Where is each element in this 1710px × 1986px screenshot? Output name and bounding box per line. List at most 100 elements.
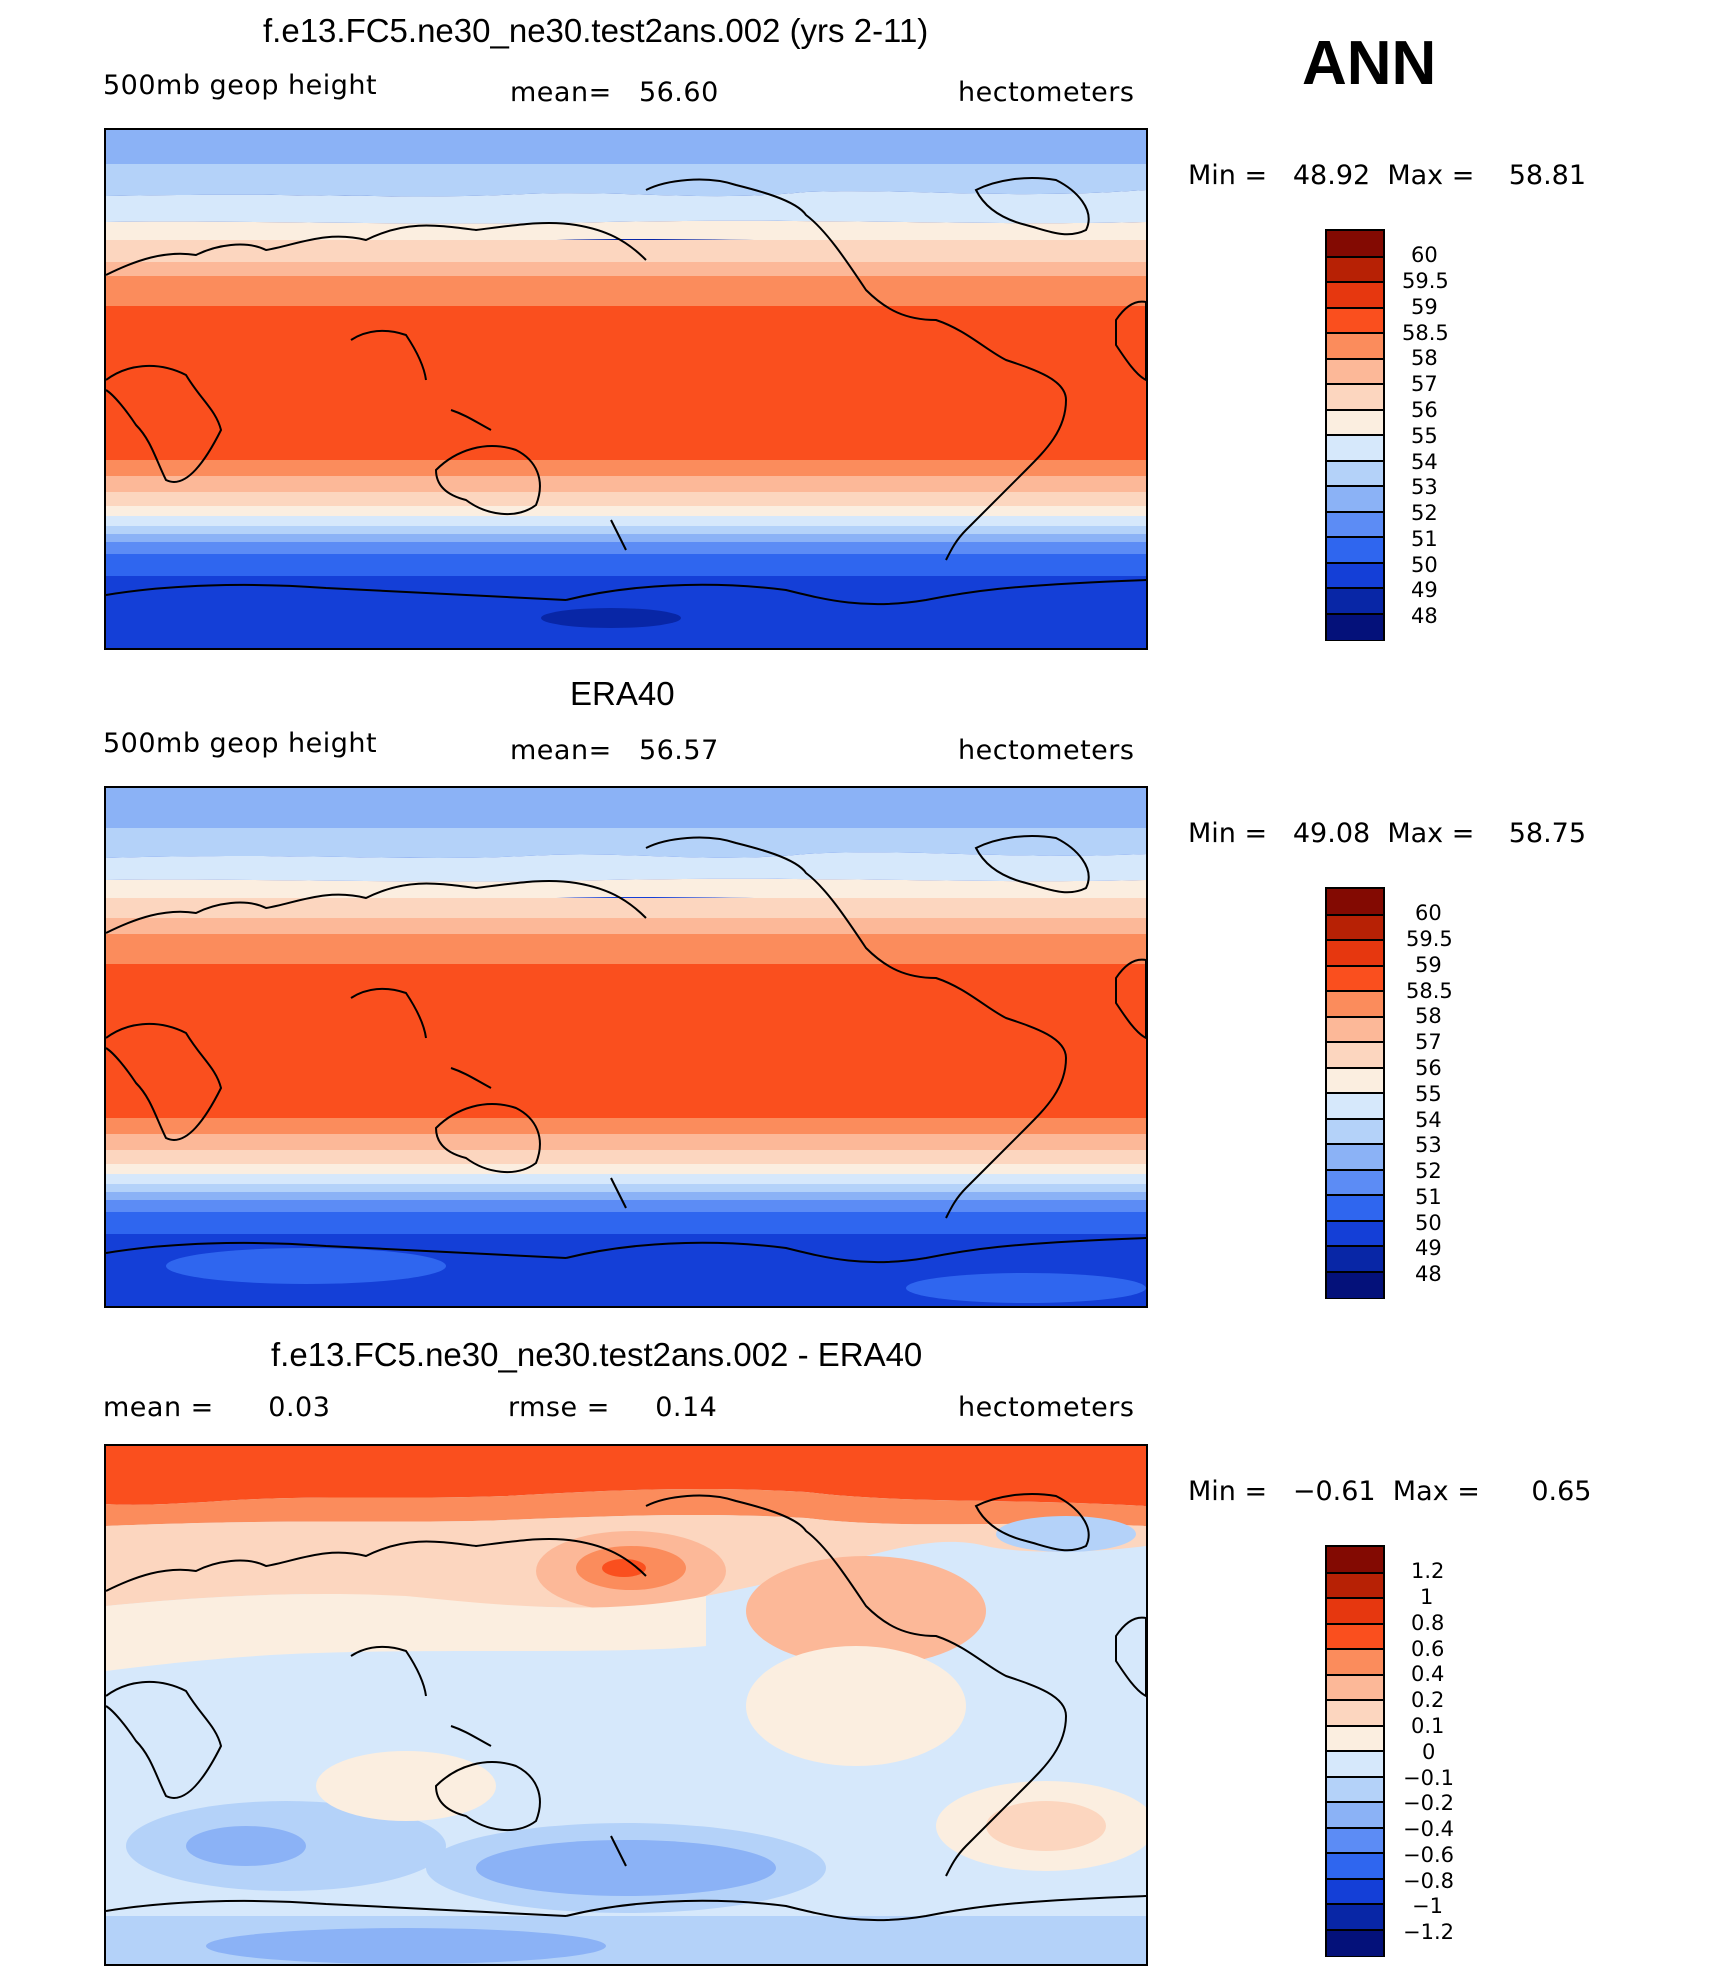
max-label: Max = (1387, 818, 1475, 849)
colorbar-divider (1327, 939, 1383, 941)
colorbar-label: 55 (1415, 1082, 1442, 1106)
colorbar-label: 54 (1415, 1108, 1442, 1132)
min-label: Min = (1188, 160, 1268, 191)
colorbar-segment (1327, 1904, 1383, 1930)
units-label: hectometers (958, 1392, 1135, 1423)
colorbar-label: −0.2 (1403, 1791, 1454, 1815)
colorbar-label: 53 (1415, 1133, 1442, 1157)
mean-value: 56.57 (638, 735, 719, 766)
colorbar-divider (1327, 913, 1383, 916)
colorbar-segment (1327, 1929, 1383, 1956)
colorbar-model (1325, 229, 1385, 641)
colorbar-segment (1327, 914, 1383, 941)
min-max-readout: Min = 49.08 Max = 58.75 (1188, 818, 1586, 849)
colorbar-segment (1327, 588, 1383, 614)
colorbar-label: 59.5 (1402, 269, 1449, 293)
mean-label-text: mean= (510, 77, 612, 108)
colorbar-label: 0 (1422, 1740, 1436, 1764)
coastlines (106, 1493, 1146, 1922)
colorbar-divider (1327, 1245, 1383, 1247)
colorbar-segment (1327, 358, 1383, 385)
colorbar-segment (1327, 409, 1383, 436)
colorbar-divider (1327, 281, 1383, 283)
colorbar-segment (1327, 1751, 1383, 1777)
colorbar-divider (1327, 1571, 1383, 1574)
colorbar-segment (1327, 1878, 1383, 1905)
colorbar-segment (1327, 1169, 1383, 1196)
colorbar-label: 58 (1411, 346, 1438, 370)
colorbar-label: 56 (1411, 398, 1438, 422)
colorbar-segment (1327, 889, 1383, 915)
min-max-readout: Min = −0.61 Max = 0.65 (1188, 1476, 1591, 1507)
map-svg (106, 788, 1146, 1306)
colorbar-label: 56 (1415, 1056, 1442, 1080)
colorbar-segment (1327, 1598, 1383, 1624)
colorbar-divider (1327, 1724, 1383, 1727)
colorbar-divider (1327, 1801, 1383, 1803)
colorbar-segment (1327, 965, 1383, 992)
coastlines (106, 177, 1146, 606)
colorbar-label: −1.2 (1403, 1920, 1454, 1944)
colorbar-segment (1327, 613, 1383, 640)
colorbar-divider (1327, 1699, 1383, 1701)
map-obs (104, 786, 1148, 1308)
colorbar-divider (1327, 1597, 1383, 1599)
rmse-label: rmse = 0.14 (508, 1392, 717, 1423)
season-label: ANN (1302, 29, 1437, 98)
colorbar-label: 60 (1415, 901, 1442, 925)
colorbar-divider (1327, 964, 1383, 967)
colorbar-divider (1327, 1066, 1383, 1069)
colorbar-segment (1327, 1649, 1383, 1675)
colorbar-divider (1327, 587, 1383, 589)
colorbar-divider (1327, 1928, 1383, 1931)
panel-title: ERA40 (570, 675, 675, 712)
colorbar-label: 58.5 (1406, 979, 1453, 1003)
colorbar-segment (1327, 1853, 1383, 1879)
units-label: hectometers (958, 77, 1135, 108)
colorbar-segment (1327, 1195, 1383, 1221)
colorbar-divider (1327, 1903, 1383, 1905)
colorbar-segment (1327, 1093, 1383, 1119)
coastlines (106, 835, 1146, 1264)
colorbar-divider (1327, 1673, 1383, 1676)
variable-label: 500mb geop height (103, 70, 378, 101)
colorbar-divider (1327, 255, 1383, 258)
mean-label-text: mean= (510, 735, 612, 766)
colorbar-segment (1327, 1674, 1383, 1701)
colorbar-label: 55 (1411, 424, 1438, 448)
colorbar-label: 58 (1415, 1004, 1442, 1028)
colorbar-label: 57 (1411, 372, 1438, 396)
min-label: Min = (1188, 818, 1268, 849)
colorbar-divider (1327, 990, 1383, 992)
colorbar-label: −0.6 (1403, 1843, 1454, 1867)
colorbar-label: 60 (1411, 243, 1438, 267)
colorbar-segment (1327, 460, 1383, 487)
colorbar-divider (1327, 1826, 1383, 1829)
colorbar-label: 48 (1415, 1262, 1442, 1286)
colorbar-label: −0.1 (1403, 1766, 1454, 1790)
colorbar-segment (1327, 1802, 1383, 1828)
colorbar-segment (1327, 1246, 1383, 1272)
colorbar-divider (1327, 1219, 1383, 1222)
colorbar-segment (1327, 562, 1383, 589)
colorbar-label: 48 (1411, 604, 1438, 628)
colorbar-segment (1327, 435, 1383, 461)
colorbar-segment (1327, 1144, 1383, 1170)
mean-value: 56.60 (638, 77, 719, 108)
colorbar-segment (1327, 231, 1383, 257)
colorbar-divider (1327, 1750, 1383, 1752)
max-value: 58.75 (1508, 818, 1587, 849)
map-svg (106, 130, 1146, 648)
panel-title: f.e13.FC5.ne30_ne30.test2ans.002 - ERA40 (271, 1336, 923, 1373)
colorbar-label: 59.5 (1406, 927, 1453, 951)
mean-label: mean = 0.03 (103, 1392, 330, 1423)
min-value: −0.61 (1292, 1476, 1376, 1507)
colorbar-divider (1327, 510, 1383, 513)
colorbar-divider (1327, 1648, 1383, 1650)
colorbar-diff (1325, 1545, 1385, 1957)
max-label: Max = (1392, 1476, 1480, 1507)
colorbar-label: −1 (1412, 1894, 1443, 1918)
colorbar-segment (1327, 256, 1383, 283)
colorbar-divider (1327, 357, 1383, 360)
map-diff (104, 1444, 1148, 1966)
